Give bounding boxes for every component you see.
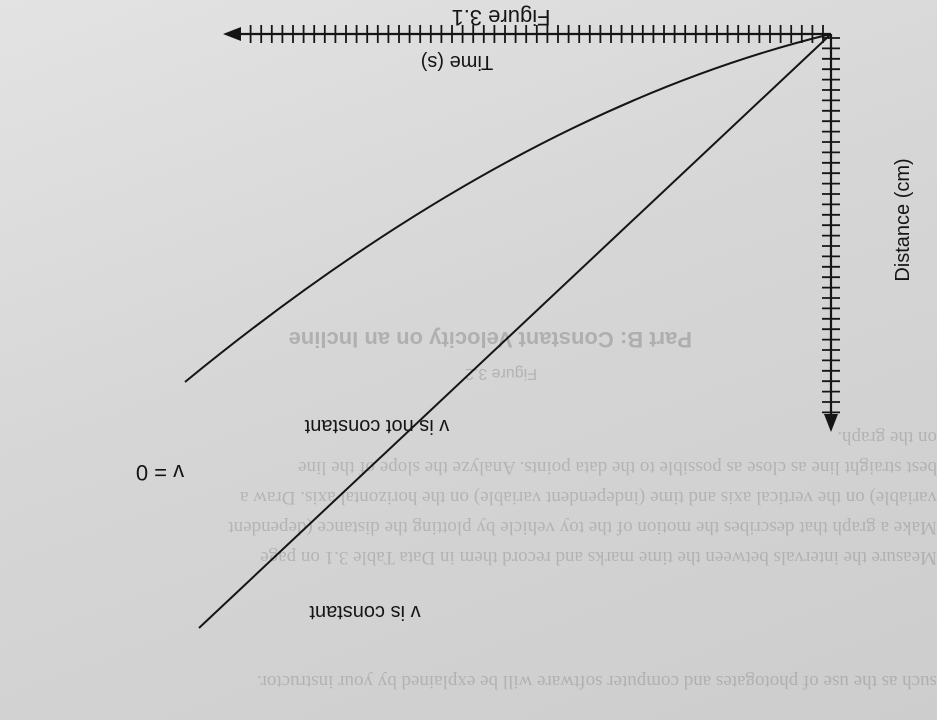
y-axis-label: Distance (cm) — [892, 158, 914, 281]
constant-velocity-line — [198, 33, 832, 629]
figure-caption: Figure 3.1 — [451, 5, 550, 30]
y-axis-arrowhead — [824, 414, 838, 432]
label-v-constant: v is constant — [309, 601, 421, 623]
label-v-zero: v = 0 — [136, 460, 184, 485]
x-axis-arrowhead — [223, 27, 241, 41]
x-axis-label: Time (s) — [421, 51, 494, 73]
accelerating-curve — [184, 33, 832, 383]
label-v-not-constant: v is not constant — [304, 415, 449, 437]
